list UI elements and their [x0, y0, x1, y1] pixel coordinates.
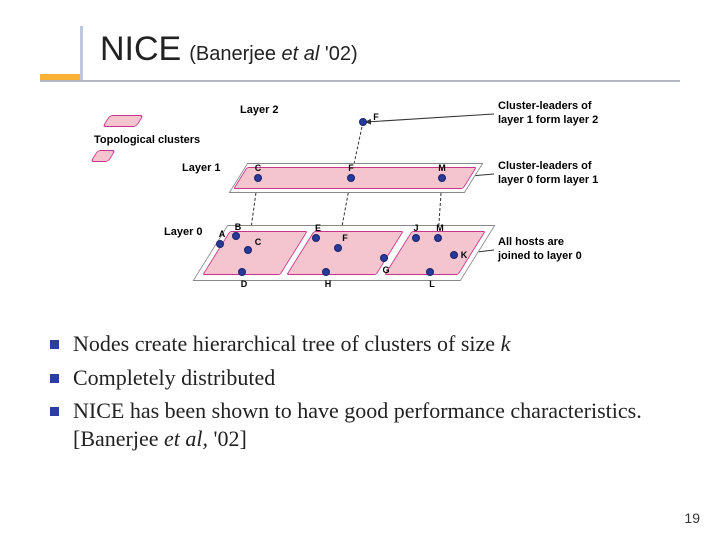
bullet-list: Nodes create hierarchical tree of cluste… — [50, 330, 700, 458]
slide-title: NICE (Banerjee et al '02) — [100, 30, 358, 69]
node — [232, 232, 240, 240]
page-number: 19 — [684, 510, 700, 526]
bullet-square-icon — [50, 407, 59, 416]
title-rule — [40, 80, 680, 82]
node-label: E — [315, 223, 321, 233]
title-sub-pre: (Banerjee — [189, 43, 281, 65]
topo-shape — [90, 150, 115, 162]
node-label: F — [348, 163, 354, 173]
node — [380, 254, 388, 262]
node — [322, 268, 330, 276]
node-label: G — [382, 265, 389, 275]
node — [312, 234, 320, 242]
node — [450, 251, 458, 259]
node — [216, 240, 224, 248]
node-label: L — [429, 279, 435, 289]
layer-label: Layer 0 — [164, 226, 203, 238]
node — [238, 268, 246, 276]
side-label: Cluster-leaders oflayer 1 form layer 2 — [498, 100, 618, 128]
topo-label: Topological clusters — [94, 134, 200, 146]
layer-label: Layer 2 — [240, 104, 279, 116]
bullet-item: NICE has been shown to have good perform… — [50, 397, 700, 452]
node — [244, 246, 252, 254]
bullet-item: Completely distributed — [50, 364, 700, 392]
title-sub-italic: et al — [282, 43, 325, 65]
node — [254, 174, 262, 182]
node-label: M — [436, 223, 444, 233]
node-label: J — [413, 223, 418, 233]
node-label: D — [241, 279, 248, 289]
node — [426, 268, 434, 276]
side-label: Cluster-leaders oflayer 0 form layer 1 — [498, 160, 618, 188]
bullet-square-icon — [50, 374, 59, 383]
bullet-text: NICE has been shown to have good perform… — [73, 397, 700, 452]
side-label: All hosts arejoined to layer 0 — [498, 236, 618, 264]
node-label: M — [438, 163, 446, 173]
layer-label: Layer 1 — [182, 162, 221, 174]
node-label: C — [255, 237, 262, 247]
bullet-square-icon — [50, 340, 59, 349]
node — [359, 118, 367, 126]
topo-shape — [102, 115, 143, 127]
bullet-text: Nodes create hierarchical tree of cluste… — [73, 330, 510, 358]
node-label: B — [235, 222, 242, 232]
node-label: F — [342, 233, 348, 243]
node-label: H — [325, 279, 332, 289]
title-main: NICE — [100, 30, 181, 69]
node — [334, 244, 342, 252]
node-label: C — [255, 163, 262, 173]
bullet-item: Nodes create hierarchical tree of cluste… — [50, 330, 700, 358]
bullet-text: Completely distributed — [73, 364, 275, 392]
title-sub: (Banerjee et al '02) — [189, 43, 357, 66]
node — [438, 174, 446, 182]
title-sub-post: '02) — [325, 43, 358, 65]
node-label: F — [373, 112, 379, 122]
node-label: A — [219, 229, 226, 239]
title-bar-vertical — [80, 26, 83, 80]
hierarchical-cluster-diagram: Layer 2Layer 1Layer 0Cluster-leaders ofl… — [120, 100, 610, 300]
node — [347, 174, 355, 182]
node — [434, 234, 442, 242]
node — [412, 234, 420, 242]
node-label: K — [461, 250, 468, 260]
